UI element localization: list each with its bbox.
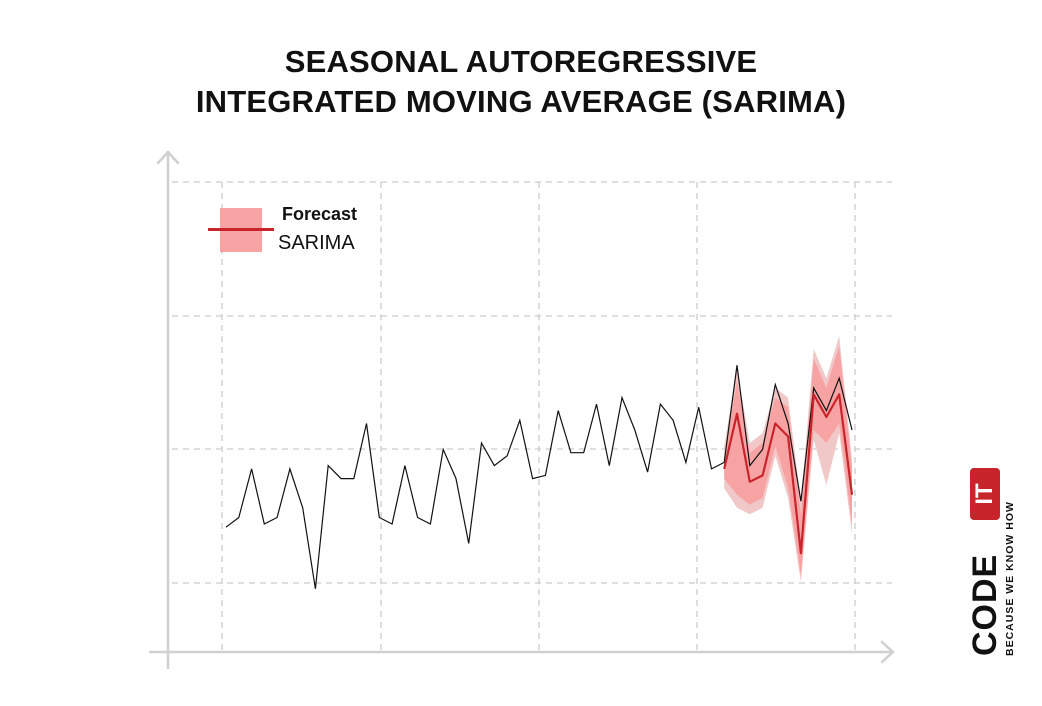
logo-tagline: BECAUSE WE KNOW HOW [1004, 501, 1016, 656]
forecast-series-line [723, 393, 854, 555]
chart-title: SEASONAL AUTOREGRESSIVE INTEGRATED MOVIN… [0, 42, 1042, 122]
axes [148, 150, 895, 670]
legend: Forecast SARIMA [206, 200, 396, 264]
logo-badge: IT [970, 468, 1000, 520]
logo-word: CODE [966, 553, 1004, 656]
legend-title: Forecast [282, 204, 358, 224]
actual-series-line [225, 365, 853, 589]
y-axis-arrowhead [156, 150, 180, 165]
confidence-band-inner [724, 345, 852, 576]
legend-label: SARIMA [278, 232, 355, 254]
x-axis-arrowhead [880, 640, 895, 664]
code-it-logo: CODE IT BECAUSE WE KNOW HOW [966, 464, 1026, 656]
chart-title-line-1: SEASONAL AUTOREGRESSIVE [284, 44, 758, 79]
chart-title-line-2: INTEGRATED MOVING AVERAGE (SARIMA) [195, 84, 847, 119]
legend-line-swatch [208, 228, 274, 231]
